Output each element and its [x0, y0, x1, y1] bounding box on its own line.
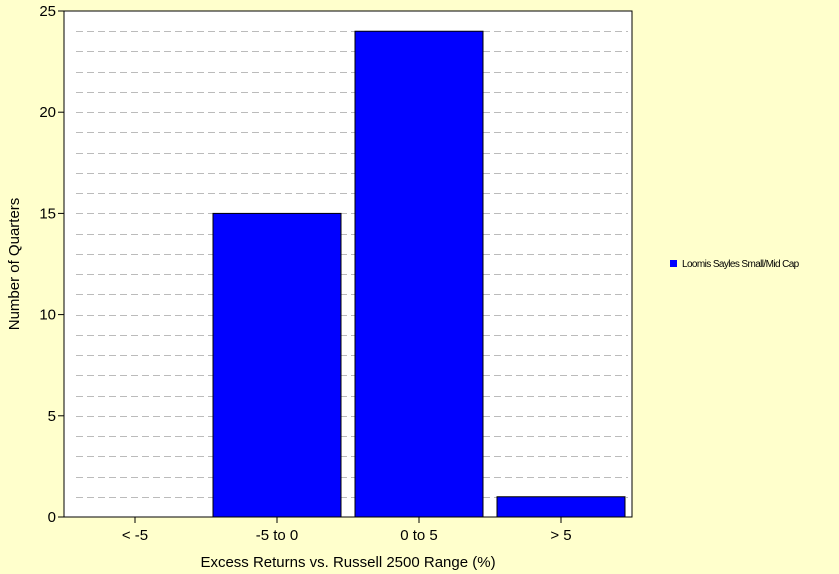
- grid-lines: [76, 31, 628, 498]
- bar-2: [354, 30, 484, 518]
- y-axis: 0 5 10 15 20 25: [39, 3, 64, 526]
- plot-area: [64, 11, 632, 517]
- bar-3: [496, 496, 626, 518]
- y-tick-label: 20: [39, 104, 56, 121]
- x-axis-title: Excess Returns vs. Russell 2500 Range (%…: [200, 554, 495, 571]
- y-tick-label: 25: [39, 3, 56, 20]
- legend: Loomis Sayles Small/Mid Cap: [670, 259, 800, 270]
- x-tick-label: 0 to 5: [400, 527, 438, 544]
- y-tick-label: 10: [39, 307, 56, 324]
- plot-frame: [63, 10, 633, 518]
- x-axis: < -5 -5 to 0 0 to 5 > 5: [122, 517, 572, 544]
- y-tick-label: 0: [48, 509, 56, 526]
- x-tick-label: > 5: [550, 527, 571, 544]
- legend-swatch: [670, 260, 677, 267]
- x-tick-label: -5 to 0: [256, 527, 299, 544]
- y-tick-label: 15: [39, 205, 56, 222]
- bars: [212, 30, 626, 518]
- y-axis-title: Number of Quarters: [6, 198, 23, 331]
- x-tick-label: < -5: [122, 527, 148, 544]
- y-tick-label: 5: [48, 408, 56, 425]
- bar-1: [212, 212, 342, 518]
- legend-label: Loomis Sayles Small/Mid Cap: [682, 259, 800, 270]
